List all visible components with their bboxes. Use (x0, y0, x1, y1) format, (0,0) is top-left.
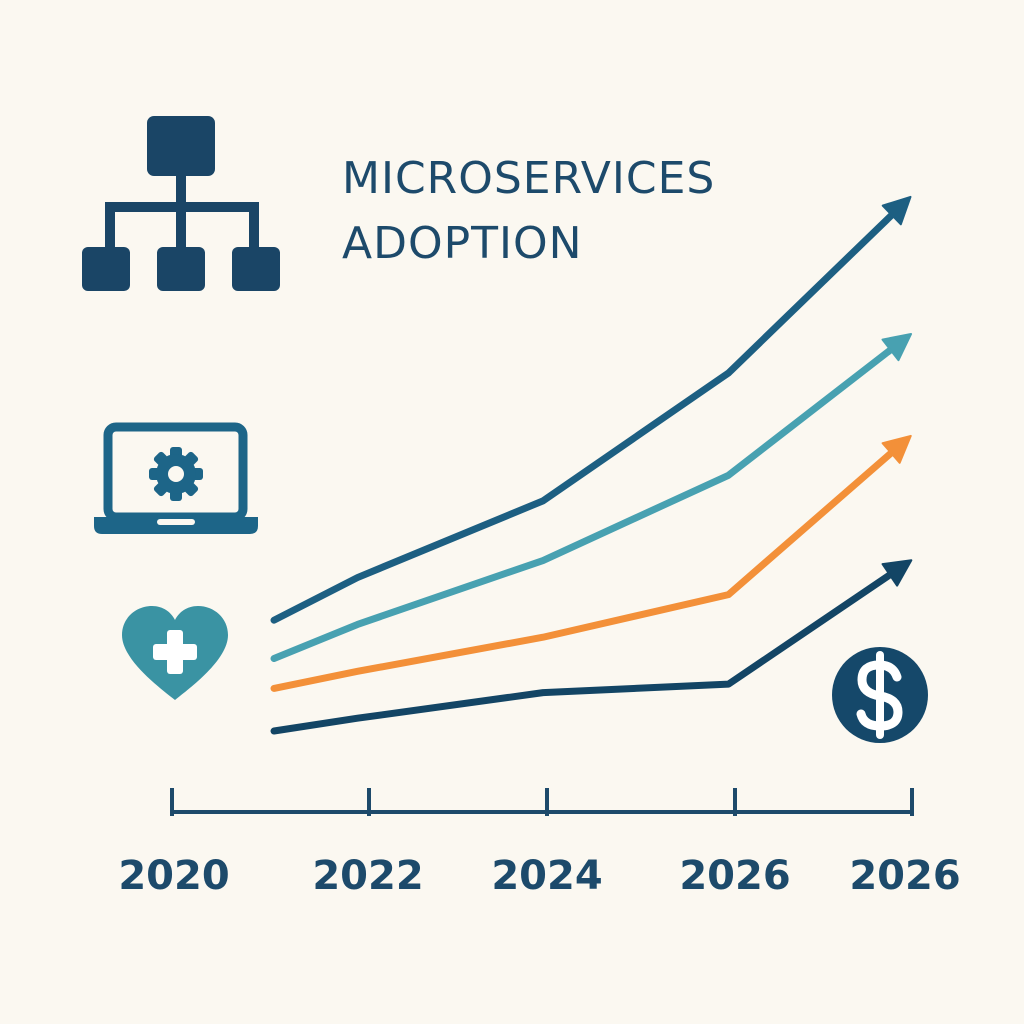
series-arrowhead-2 (881, 332, 913, 362)
series-line-3 (270, 437, 909, 692)
x-axis-ticks: 2020 2022 2024 2026 2026 (118, 788, 961, 899)
series-line-2 (270, 335, 909, 663)
chart-title-line-2: ADOPTION (342, 218, 583, 269)
series-layer (270, 195, 913, 735)
x-tick-label: 2020 (118, 853, 229, 899)
x-tick-label: 2024 (491, 853, 602, 899)
org-hierarchy-icon (82, 116, 280, 291)
series-arrowhead-3 (881, 434, 912, 464)
laptop-gear-icon (94, 422, 258, 534)
series-arrowhead-1 (881, 195, 912, 226)
dollar-coin-icon (832, 647, 928, 743)
heart-plus-icon (122, 606, 228, 700)
x-tick-label: 2026 (849, 853, 960, 899)
series-line-4 (270, 561, 909, 735)
series-line-1 (270, 198, 909, 624)
chart-title-line-1: MICROSERVICES (342, 153, 715, 204)
series-arrowhead-4 (881, 559, 913, 587)
x-tick-label: 2022 (312, 853, 423, 899)
x-tick-label: 2026 (679, 853, 790, 899)
